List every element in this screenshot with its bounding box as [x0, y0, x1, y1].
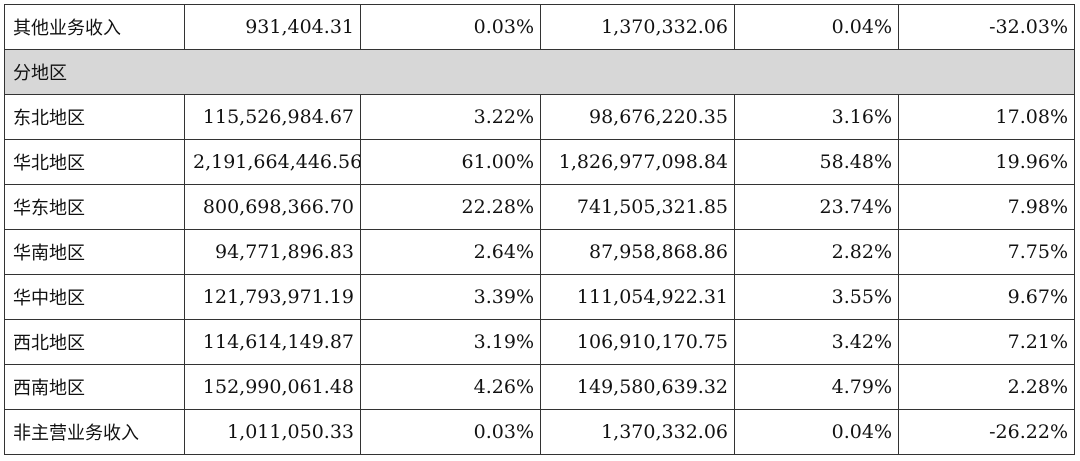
row-label: 非主营业务收入 — [4, 409, 185, 455]
prior-share-cell: 0.04% — [734, 409, 899, 455]
row-label: 西北地区 — [4, 319, 185, 365]
prior-amount-cell: 111,054,922.31 — [540, 274, 735, 320]
prior-amount-cell: 1,826,977,098.84 — [540, 139, 735, 185]
current-share-cell: 2.64% — [360, 229, 541, 275]
current-amount-cell: 114,614,149.87 — [184, 319, 361, 365]
current-amount-cell: 115,526,984.67 — [184, 94, 361, 140]
change-rate-cell: 2.28% — [898, 364, 1075, 410]
table-row: 华中地区 121,793,971.19 3.39% 111,054,922.31… — [4, 274, 1075, 320]
prior-amount-cell: 98,676,220.35 — [540, 94, 735, 140]
prior-amount-cell: 1,370,332.06 — [540, 4, 735, 50]
table-row-other-business: 其他业务收入 931,404.31 0.03% 1,370,332.06 0.0… — [4, 4, 1075, 50]
prior-share-cell: 2.82% — [734, 229, 899, 275]
change-rate-cell: -26.22% — [898, 409, 1075, 455]
current-amount-cell: 800,698,366.70 — [184, 184, 361, 230]
table-row: 华南地区 94,771,896.83 2.64% 87,958,868.86 2… — [4, 229, 1075, 275]
current-share-cell: 22.28% — [360, 184, 541, 230]
prior-share-cell: 23.74% — [734, 184, 899, 230]
prior-amount-cell: 741,505,321.85 — [540, 184, 735, 230]
table-row: 华东地区 800,698,366.70 22.28% 741,505,321.8… — [4, 184, 1075, 230]
table-row: 西北地区 114,614,149.87 3.19% 106,910,170.75… — [4, 319, 1075, 365]
change-rate-cell: 7.75% — [898, 229, 1075, 275]
prior-share-cell: 3.16% — [734, 94, 899, 140]
current-amount-cell: 931,404.31 — [184, 4, 361, 50]
change-rate-cell: 9.67% — [898, 274, 1075, 320]
table-row: 东北地区 115,526,984.67 3.22% 98,676,220.35 … — [4, 94, 1075, 140]
change-rate-cell: 7.21% — [898, 319, 1075, 365]
row-label: 华中地区 — [4, 274, 185, 320]
prior-amount-cell: 149,580,639.32 — [540, 364, 735, 410]
change-rate-cell: 17.08% — [898, 94, 1075, 140]
row-label: 华南地区 — [4, 229, 185, 275]
row-label: 西南地区 — [4, 364, 185, 410]
prior-amount-cell: 1,370,332.06 — [540, 409, 735, 455]
prior-share-cell: 3.55% — [734, 274, 899, 320]
current-share-cell: 0.03% — [360, 4, 541, 50]
current-share-cell: 3.19% — [360, 319, 541, 365]
current-amount-cell: 94,771,896.83 — [184, 229, 361, 275]
row-label: 华东地区 — [4, 184, 185, 230]
row-label: 华北地区 — [4, 139, 185, 185]
change-rate-cell: 7.98% — [898, 184, 1075, 230]
prior-share-cell: 58.48% — [734, 139, 899, 185]
section-header-row: 分地区 — [4, 49, 1075, 95]
prior-amount-cell: 106,910,170.75 — [540, 319, 735, 365]
prior-share-cell: 4.79% — [734, 364, 899, 410]
current-amount-cell: 121,793,971.19 — [184, 274, 361, 320]
revenue-table: 其他业务收入 931,404.31 0.03% 1,370,332.06 0.0… — [4, 4, 1075, 455]
current-amount-cell: 2,191,664,446.56 — [184, 139, 361, 185]
current-share-cell: 3.22% — [360, 94, 541, 140]
table-row: 华北地区 2,191,664,446.56 61.00% 1,826,977,0… — [4, 139, 1075, 185]
current-share-cell: 4.26% — [360, 364, 541, 410]
prior-share-cell: 0.04% — [734, 4, 899, 50]
prior-amount-cell: 87,958,868.86 — [540, 229, 735, 275]
current-share-cell: 61.00% — [360, 139, 541, 185]
change-rate-cell: 19.96% — [898, 139, 1075, 185]
row-label: 其他业务收入 — [4, 4, 185, 50]
table-row: 西南地区 152,990,061.48 4.26% 149,580,639.32… — [4, 364, 1075, 410]
table-row: 非主营业务收入 1,011,050.33 0.03% 1,370,332.06 … — [4, 409, 1075, 455]
current-amount-cell: 1,011,050.33 — [184, 409, 361, 455]
change-rate-cell: -32.03% — [898, 4, 1075, 50]
current-amount-cell: 152,990,061.48 — [184, 364, 361, 410]
current-share-cell: 0.03% — [360, 409, 541, 455]
section-title: 分地区 — [4, 49, 1075, 95]
row-label: 东北地区 — [4, 94, 185, 140]
prior-share-cell: 3.42% — [734, 319, 899, 365]
current-share-cell: 3.39% — [360, 274, 541, 320]
